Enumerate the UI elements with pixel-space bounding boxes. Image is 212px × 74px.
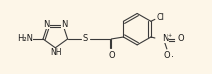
Text: O: O xyxy=(108,51,115,60)
Text: H₂N: H₂N xyxy=(17,34,33,44)
Text: +: + xyxy=(168,33,172,38)
Text: Cl: Cl xyxy=(157,13,165,22)
Text: S: S xyxy=(83,34,88,44)
Text: N: N xyxy=(43,20,50,29)
Text: O: O xyxy=(163,51,170,60)
Text: NH: NH xyxy=(51,48,62,57)
Text: N: N xyxy=(162,34,168,44)
Text: ·: · xyxy=(171,52,174,62)
Text: O: O xyxy=(177,34,184,44)
Text: N: N xyxy=(61,20,67,29)
